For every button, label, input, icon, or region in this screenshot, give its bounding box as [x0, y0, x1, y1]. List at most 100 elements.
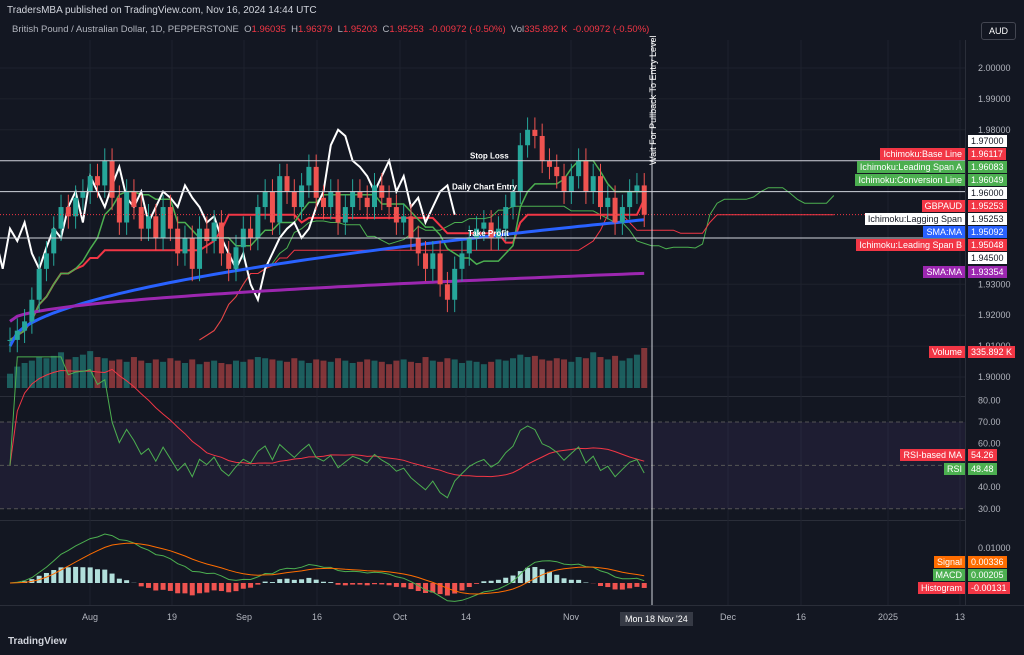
macd-value-tag: -0.00131 [968, 582, 1010, 594]
histogram-bar [73, 566, 79, 583]
candle-body [627, 191, 633, 208]
candle-body [474, 228, 480, 238]
label-tag: Ichimoku:Conversion Line [855, 174, 965, 186]
candle-body [124, 191, 130, 223]
histogram-bar [641, 583, 647, 588]
histogram-bar [240, 583, 246, 589]
volume-bar [138, 360, 145, 388]
histogram-bar [138, 583, 144, 587]
candle-body [182, 237, 188, 254]
histogram-bar [561, 578, 567, 583]
macd-tick: 0.01000 [978, 543, 1011, 553]
candle-body [364, 197, 370, 208]
candle-body [94, 176, 100, 186]
label-tag: Ichimoku:Lagging Span [864, 213, 965, 225]
candle-body [73, 197, 79, 217]
publish-info: TradersMBA published on TradingView.com,… [7, 5, 317, 16]
volume-bar [240, 361, 247, 388]
histogram-bar [393, 583, 399, 587]
x-tick-label: 19 [167, 612, 177, 622]
candle-body [357, 191, 363, 198]
volume-bar [291, 358, 298, 388]
candle-body [80, 191, 86, 198]
x-tick-label: 2025 [878, 612, 898, 622]
volume-bar [502, 360, 509, 388]
y-tick-label: 1.98000 [978, 125, 1011, 135]
label-tag: GBPAUD [921, 200, 965, 212]
level-label-take_profit: Take Profit [468, 229, 509, 238]
histogram-bar [328, 582, 334, 583]
histogram-bar [634, 583, 640, 587]
candle-body [7, 339, 13, 341]
volume-bar [378, 361, 385, 388]
time-axis-divider [0, 605, 1024, 606]
histogram-bar [299, 579, 305, 583]
candle-body [561, 176, 567, 192]
candle-body [568, 176, 574, 192]
candle-body [510, 191, 516, 208]
volume-bar [7, 373, 13, 388]
volume-bar [262, 358, 269, 388]
candle-body [204, 228, 210, 242]
lagging-span [0, 128, 456, 303]
volume-bar [203, 361, 210, 388]
low-value: 1.95203 [342, 24, 378, 35]
histogram-bar [153, 583, 159, 591]
volume-bar [269, 359, 276, 388]
histogram-bar [437, 583, 443, 595]
price-tag: 1.96117 [968, 148, 1006, 160]
volume-bar [21, 363, 28, 388]
x-tick-label: 13 [955, 612, 965, 622]
candle-body [167, 207, 173, 229]
level-price-tag: 1.94500 [968, 252, 1007, 264]
conversion-line [9, 159, 645, 341]
candle-body [160, 207, 166, 238]
volume-bar [422, 357, 429, 388]
candle-body [503, 207, 509, 229]
level-label-stop_loss: Stop Loss [470, 152, 509, 161]
histogram-bar [175, 583, 181, 594]
histogram-bar [146, 583, 152, 588]
histogram-bar [503, 577, 509, 583]
histogram-bar [342, 583, 348, 586]
volume-bar [116, 359, 123, 388]
currency-button[interactable]: AUD [980, 22, 1016, 40]
label-tag: Ichimoku:Leading Span B [856, 239, 965, 251]
candle-body [284, 176, 290, 192]
volume-bar [480, 364, 487, 388]
symbol-legend: British Pound / Australian Dollar, 1D, P… [12, 24, 650, 35]
histogram-bar [510, 575, 516, 583]
volume-bar [546, 360, 553, 388]
price-tag: 1.95092 [968, 226, 1007, 238]
candle-body [444, 284, 450, 300]
price-tag: 1.95253 [968, 200, 1007, 212]
histogram-bar [546, 571, 552, 583]
histogram-bar [372, 583, 377, 585]
candle-body [262, 191, 268, 208]
symbol-name: British Pound / Australian Dollar, 1D, P… [12, 24, 239, 35]
candle-body [576, 160, 582, 177]
x-tick-label: Oct [393, 612, 408, 622]
volume-bar [400, 359, 407, 388]
candle-body [58, 207, 64, 229]
histogram-bar [619, 583, 625, 590]
volume-bar [313, 359, 320, 388]
candle-body [481, 222, 487, 229]
volume-bar [327, 361, 334, 388]
volume-bar [393, 360, 400, 388]
histogram-bar [357, 583, 363, 585]
volume-bar [298, 360, 305, 388]
volume-bar [349, 363, 356, 388]
vertical-annotation: Wait For Pullback To Entry Level [648, 35, 658, 165]
histogram-bar [189, 583, 195, 596]
candle-body [248, 228, 254, 238]
candle-body [36, 268, 42, 300]
volume-bar [356, 361, 363, 388]
histogram-bar [306, 577, 312, 583]
histogram-bar [218, 583, 224, 592]
volume-bar [495, 359, 502, 388]
volume-bar [444, 358, 451, 388]
candle-body [14, 330, 20, 340]
volume-bar [458, 363, 465, 388]
